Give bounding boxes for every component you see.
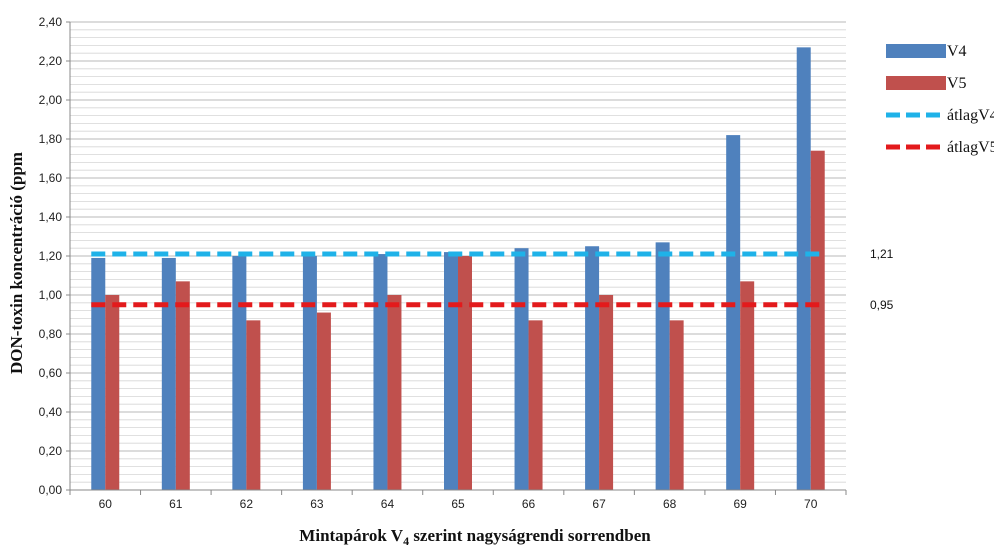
y-tick-label: 1,00 bbox=[39, 288, 63, 302]
bar-v4-62 bbox=[232, 256, 247, 490]
bar-v5-68 bbox=[669, 320, 684, 490]
bar-v5-61 bbox=[175, 281, 190, 490]
bar-v5-66 bbox=[528, 320, 543, 490]
average-value-label: 1,21 bbox=[870, 247, 894, 261]
y-tick-label: 1,80 bbox=[39, 132, 63, 146]
x-tick-label: 60 bbox=[99, 497, 113, 511]
x-tick-label: 65 bbox=[451, 497, 465, 511]
x-tick-label: 69 bbox=[734, 497, 748, 511]
y-tick-labels: 0,00 0,20 0,40 0,60 0,80 1,00 1,20 1,40 1,60 1,80… bbox=[39, 15, 63, 497]
bar-v4-69 bbox=[726, 135, 741, 490]
bar-v5-69 bbox=[740, 281, 755, 490]
x-tick-label: 67 bbox=[592, 497, 606, 511]
x-tick-label: 63 bbox=[310, 497, 324, 511]
legend-label-v5: V5 bbox=[947, 75, 967, 92]
bar-v4-68 bbox=[655, 242, 670, 490]
legend-swatch-v5 bbox=[886, 76, 946, 90]
bar-v4-63 bbox=[302, 256, 317, 490]
bar-v4-67 bbox=[585, 246, 600, 490]
y-tick-label: 2,20 bbox=[39, 54, 63, 68]
legend-swatch-v4 bbox=[886, 44, 946, 58]
bar-v5-70 bbox=[810, 150, 825, 490]
x-axis-title-subscript: 4 bbox=[403, 534, 409, 546]
axes bbox=[66, 21, 847, 495]
bar-v4-64 bbox=[373, 254, 388, 490]
bar-v5-60 bbox=[105, 295, 120, 490]
x-tick-label: 68 bbox=[663, 497, 677, 511]
y-tick-label: 0,80 bbox=[39, 327, 63, 341]
y-tick-label: 2,00 bbox=[39, 93, 63, 107]
bar-v5-63 bbox=[316, 312, 331, 490]
y-tick-label: 1,20 bbox=[39, 249, 63, 263]
y-tick-label: 0,60 bbox=[39, 366, 63, 380]
x-axis-title-part-1: Mintapárok V bbox=[299, 526, 403, 545]
x-tick-label: 66 bbox=[522, 497, 536, 511]
x-tick-label: 64 bbox=[381, 497, 395, 511]
legend-label-v4: V4 bbox=[947, 43, 967, 60]
x-axis-title-part-2: szerint nagyságrendi sorrendben bbox=[409, 526, 651, 545]
bar-v5-65 bbox=[458, 256, 472, 490]
x-axis-title: Mintapárok V4 szerint nagyságrendi sorre… bbox=[299, 526, 651, 546]
bar-v4-66 bbox=[514, 248, 529, 490]
legend-label-átlagv5: átlagV5 bbox=[947, 139, 994, 156]
x-tick-label: 70 bbox=[804, 497, 818, 511]
y-tick-label: 1,60 bbox=[39, 171, 63, 185]
y-axis-title: DON-toxin koncentráció (ppm bbox=[7, 152, 26, 374]
bar-v4-61 bbox=[161, 257, 176, 490]
y-tick-label: 0,40 bbox=[39, 405, 63, 419]
x-tick-label: 61 bbox=[169, 497, 183, 511]
bar-v4-60 bbox=[91, 257, 106, 490]
x-tick-label: 62 bbox=[240, 497, 254, 511]
bar-v4-65 bbox=[444, 252, 458, 490]
y-tick-label: 0,20 bbox=[39, 444, 63, 458]
x-tick-labels: 60 61 62 63 64 65 66 67 68 69 70 bbox=[99, 497, 818, 511]
average-value-label: 0,95 bbox=[870, 298, 894, 312]
legend: V4 V5 átlagV4 átlagV5 bbox=[886, 43, 994, 156]
y-tick-label: 0,00 bbox=[39, 483, 63, 497]
y-tick-label: 2,40 bbox=[39, 15, 63, 29]
bar-v5-62 bbox=[246, 320, 261, 490]
bar-v4-70 bbox=[796, 47, 811, 490]
bar-v5-67 bbox=[599, 295, 614, 490]
bar-v5-64 bbox=[387, 295, 402, 490]
bars bbox=[91, 47, 825, 490]
legend-label-átlagv4: átlagV4 bbox=[947, 107, 994, 124]
y-tick-label: 1,40 bbox=[39, 210, 63, 224]
average-lines: 1,21 0,95 bbox=[91, 247, 894, 312]
